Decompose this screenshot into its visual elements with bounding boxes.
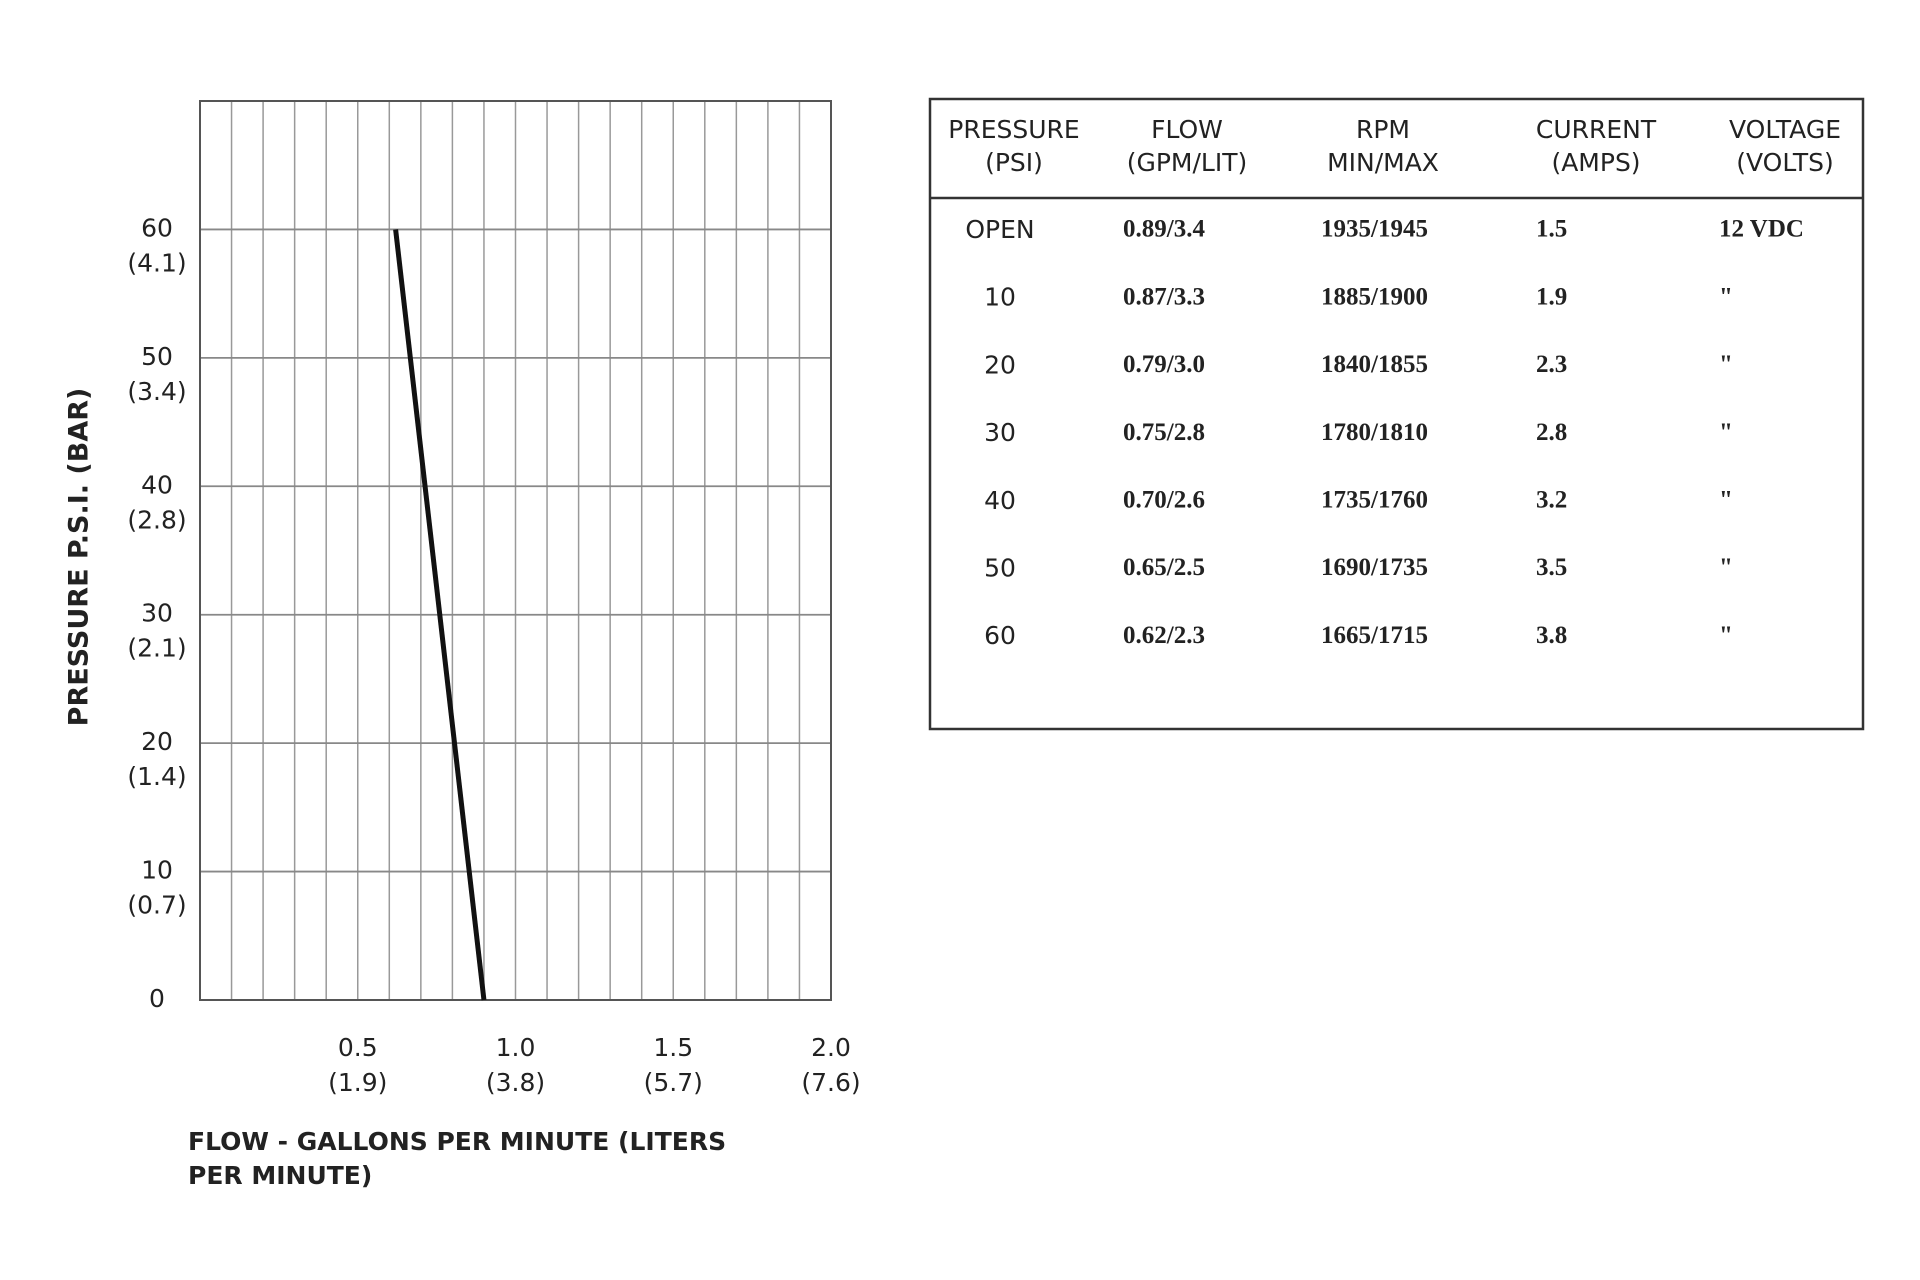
x-tick-label: 1.0 bbox=[496, 1033, 536, 1062]
y-tick-sublabel: (4.1) bbox=[127, 248, 186, 277]
table-header: PRESSURE bbox=[948, 115, 1079, 144]
table-header: (PSI) bbox=[985, 148, 1043, 177]
table-cell: 3.8 bbox=[1536, 622, 1567, 649]
table-header: (AMPS) bbox=[1551, 148, 1640, 177]
y-tick-sublabel: (2.8) bbox=[127, 505, 186, 534]
y-tick-label: 50 bbox=[141, 342, 173, 371]
x-tick-sublabel: (5.7) bbox=[644, 1068, 703, 1097]
table-cell: 2.8 bbox=[1536, 419, 1567, 446]
y-tick-sublabel: (1.4) bbox=[127, 762, 186, 791]
table-cell: " bbox=[1719, 622, 1733, 649]
table-cell: " bbox=[1719, 419, 1733, 446]
y-tick-label: 40 bbox=[141, 470, 173, 499]
table-cell: 50 bbox=[984, 554, 1016, 583]
x-tick-sublabel: (3.8) bbox=[486, 1068, 545, 1097]
table-cell: 1885/1900 bbox=[1321, 283, 1428, 310]
table-cell: 1840/1855 bbox=[1321, 351, 1428, 378]
table-cell: 10 bbox=[984, 283, 1016, 312]
table-cell: 0.65/2.5 bbox=[1123, 554, 1205, 581]
y-tick-label: 20 bbox=[141, 727, 173, 756]
y-tick-label: 30 bbox=[141, 599, 173, 628]
table-cell: 2.3 bbox=[1536, 351, 1567, 378]
y-axis-title: PRESSURE P.S.I. (BAR) bbox=[64, 388, 95, 727]
x-tick-label: 2.0 bbox=[811, 1033, 851, 1062]
table-header: FLOW bbox=[1151, 115, 1223, 144]
table-header: RPM bbox=[1356, 115, 1410, 144]
table-cell: 40 bbox=[984, 486, 1016, 515]
table-cell: 0.62/2.3 bbox=[1123, 622, 1205, 649]
table-cell: " bbox=[1719, 487, 1733, 514]
table-cell: 1.5 bbox=[1536, 216, 1567, 243]
table-cell: 1.9 bbox=[1536, 283, 1567, 310]
table-cell: " bbox=[1719, 283, 1733, 310]
y-tick-label: 60 bbox=[141, 213, 173, 242]
x-tick-sublabel: (7.6) bbox=[801, 1068, 860, 1097]
x-tick-label: 0.5 bbox=[338, 1033, 378, 1062]
table-cell: 1690/1735 bbox=[1321, 554, 1428, 581]
table-cell: 0.70/2.6 bbox=[1123, 487, 1205, 514]
table-cell: 1935/1945 bbox=[1321, 216, 1428, 243]
table-border bbox=[928, 97, 1865, 731]
table-cell: 0.89/3.4 bbox=[1123, 216, 1205, 243]
table-cell: 60 bbox=[984, 621, 1016, 650]
y-tick-sublabel: (0.7) bbox=[127, 891, 186, 920]
x-axis-title: FLOW - GALLONS PER MINUTE (LITERS PER MI… bbox=[188, 1127, 727, 1190]
table-header: (GPM/LIT) bbox=[1127, 148, 1248, 177]
table-cell: 0.87/3.3 bbox=[1123, 283, 1205, 310]
table-cell: 0.75/2.8 bbox=[1123, 419, 1205, 446]
table-cell: 1665/1715 bbox=[1321, 622, 1428, 649]
table-cell: OPEN bbox=[965, 215, 1034, 244]
data-line bbox=[393, 229, 487, 1001]
x-tick-sublabel: (1.9) bbox=[328, 1068, 387, 1097]
plot-frame bbox=[199, 100, 832, 1001]
table-header: (VOLTS) bbox=[1736, 148, 1833, 177]
table-cell: " bbox=[1719, 351, 1733, 378]
table-cell: 3.2 bbox=[1536, 487, 1567, 514]
table-cell: 20 bbox=[984, 350, 1016, 379]
table-header: MIN/MAX bbox=[1327, 148, 1439, 177]
table-header: VOLTAGE bbox=[1729, 115, 1841, 144]
x-axis-title-box: FLOW - GALLONS PER MINUTE (LITERS PER MI… bbox=[188, 1127, 727, 1190]
x-tick-label: 1.5 bbox=[653, 1033, 693, 1062]
table-header: CURRENT bbox=[1536, 115, 1657, 144]
table-cell: " bbox=[1719, 554, 1733, 581]
table-cell: 3.5 bbox=[1536, 554, 1567, 581]
table-cell: 0.79/3.0 bbox=[1123, 351, 1205, 378]
table-cell: 1780/1810 bbox=[1321, 419, 1428, 446]
table-cell: 1735/1760 bbox=[1321, 487, 1428, 514]
y-tick-sublabel: (2.1) bbox=[127, 634, 186, 663]
y-tick-sublabel: (3.4) bbox=[127, 377, 186, 406]
table-cell: 30 bbox=[984, 418, 1016, 447]
y-tick-label: 0 bbox=[149, 984, 165, 1013]
y-tick-label: 10 bbox=[141, 856, 173, 885]
table-cell: 12 VDC bbox=[1719, 216, 1804, 243]
